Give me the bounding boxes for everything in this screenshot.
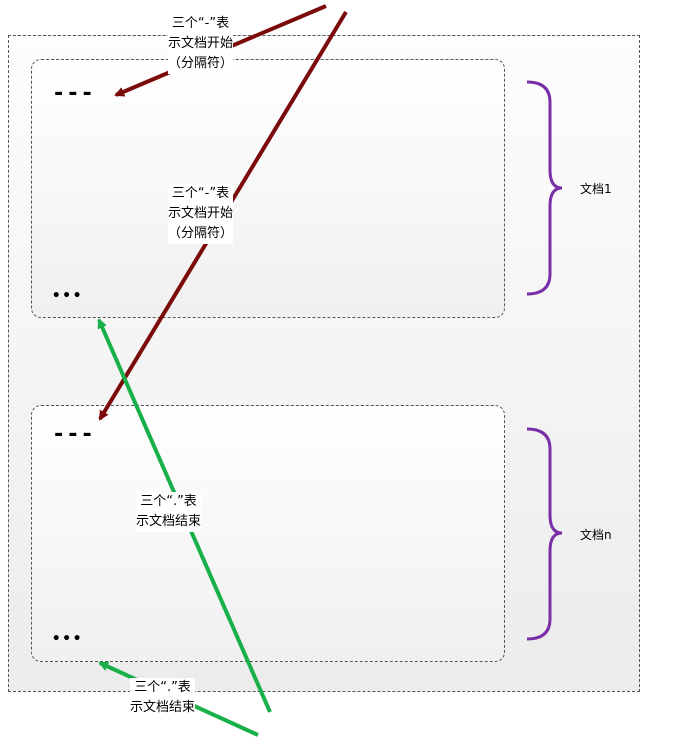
end-note-bottom: 三个“.”表 示文档结束: [130, 678, 196, 718]
note-line: 示文档结束: [136, 514, 202, 529]
note-line: （分隔符）: [168, 56, 234, 71]
doc1-label: 文档1: [580, 182, 612, 196]
note-line: 示文档结束: [130, 700, 196, 715]
start-note-middle: 三个“-”表 示文档开始 （分隔符）: [168, 184, 234, 244]
docn-start-marker: ---: [52, 422, 95, 447]
document-1-box: [31, 59, 505, 318]
doc1-end-marker: •••: [52, 288, 84, 304]
note-line: （分隔符）: [168, 226, 234, 241]
brace-docn: [526, 427, 563, 641]
docn-label: 文档n: [580, 528, 612, 542]
note-line: 示文档开始: [168, 206, 234, 221]
note-line: 三个“-”表: [171, 16, 230, 31]
note-line: 示文档开始: [168, 36, 234, 51]
brace-doc1: [526, 80, 563, 296]
note-line: 三个“.”表: [140, 494, 197, 509]
doc1-start-marker: ---: [52, 81, 95, 106]
document-n-box: [31, 405, 505, 662]
start-note-top: 三个“-”表 示文档开始 （分隔符）: [168, 14, 234, 74]
note-line: 三个“-”表: [171, 186, 230, 201]
note-line: 三个“.”表: [134, 680, 191, 695]
docn-end-marker: •••: [52, 631, 84, 647]
end-note-middle: 三个“.”表 示文档结束: [136, 492, 202, 532]
